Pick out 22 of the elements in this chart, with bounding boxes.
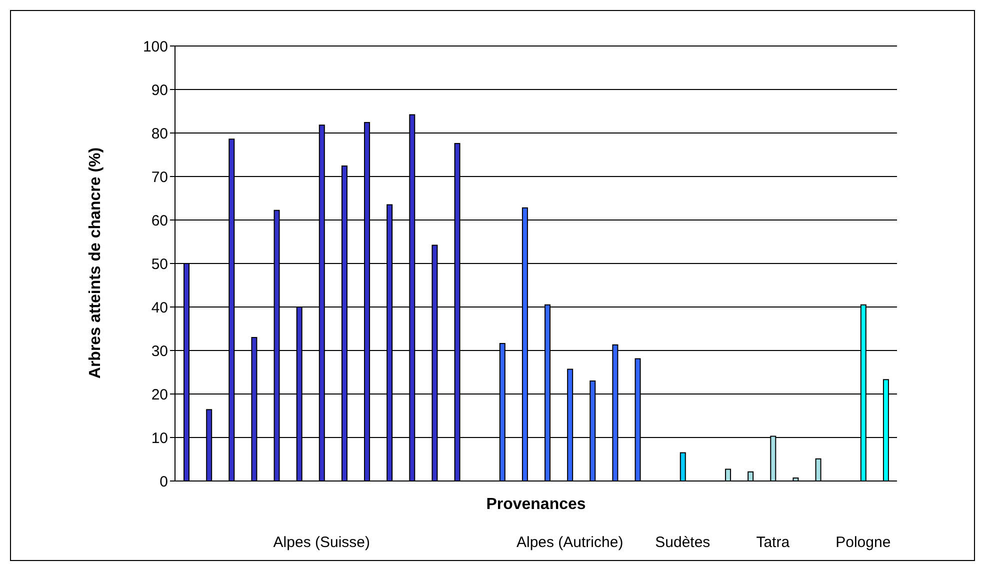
y-tick-label: 10 [151, 430, 168, 447]
x-tick-label: Pologne [836, 534, 891, 551]
x-axis-title: Provenances [485, 496, 587, 514]
y-tick-label: 50 [151, 256, 168, 273]
y-tick-label: 100 [142, 38, 168, 56]
x-tick-label: Sudètes [655, 534, 710, 551]
bar [748, 471, 754, 481]
x-tick-label: Alpes (Autriche) [516, 534, 624, 551]
y-tick-label: 70 [151, 168, 168, 186]
y-tick-label: 90 [151, 82, 168, 99]
bar [815, 458, 822, 481]
x-tick-label: Tatra [756, 534, 790, 551]
x-tick-label: Alpes (Suisse) [273, 534, 370, 551]
y-tick-label: 20 [151, 386, 168, 404]
y-tick-label: 0 [160, 473, 168, 490]
bar [680, 452, 686, 481]
y-tick-label: 40 [151, 299, 168, 316]
bar [725, 468, 732, 481]
y-axis-title: Arbres atteints de chancre (%) [87, 147, 105, 379]
y-tick-label: 60 [151, 212, 168, 230]
y-tick-label: 30 [151, 342, 168, 360]
y-tick-label: 80 [151, 125, 168, 142]
